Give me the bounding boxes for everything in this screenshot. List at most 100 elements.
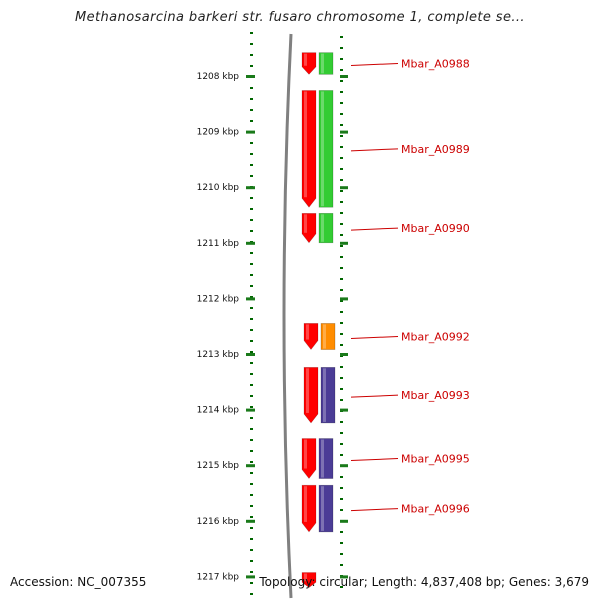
minor-tick [340, 531, 343, 533]
gene-feature-bar[interactable] [318, 213, 334, 244]
gene-arrow[interactable] [301, 213, 317, 244]
minor-tick [250, 197, 253, 199]
minor-tick [250, 362, 253, 364]
minor-tick [250, 208, 253, 210]
gene-feature-bar[interactable] [318, 484, 334, 533]
gene-label[interactable]: Mbar_A0990 [401, 222, 470, 235]
minor-tick [250, 120, 253, 122]
chromosome-backbone [282, 33, 293, 599]
minor-tick [340, 168, 343, 170]
gene-arrow[interactable] [303, 367, 319, 424]
gene-feature-bar-highlight [323, 368, 326, 422]
scale-tick [246, 297, 255, 301]
minor-tick [250, 472, 253, 474]
minor-tick [340, 322, 343, 324]
gene-tracks[interactable] [301, 52, 336, 588]
minor-tick [340, 421, 343, 423]
gene-label-leader [350, 508, 399, 512]
gene-feature-bar-highlight [321, 53, 324, 74]
gene-feature-bar[interactable] [320, 323, 336, 350]
gene-label-leader [350, 394, 399, 398]
gene-label[interactable]: Mbar_A0992 [401, 330, 470, 343]
minor-tick [340, 58, 343, 60]
gene-feature-bar[interactable] [320, 367, 336, 424]
minor-tick [340, 267, 343, 269]
minor-tick [250, 527, 253, 529]
minor-tick [340, 190, 343, 192]
minor-tick [340, 102, 343, 104]
gene-arrow[interactable] [301, 52, 317, 75]
minor-tick [340, 377, 343, 379]
scale-tick-label: 1209 kbp [197, 128, 240, 138]
minor-tick [250, 54, 253, 56]
minor-tick [250, 43, 253, 45]
scale-tick [246, 130, 255, 134]
minor-ticks-left [250, 32, 253, 595]
scale-tick-right [340, 464, 348, 468]
minor-tick [250, 252, 253, 254]
minor-tick [250, 164, 253, 166]
minor-tick [340, 542, 343, 544]
minor-tick [250, 109, 253, 111]
minor-tick [340, 179, 343, 181]
chromosome-title: Methanosarcina barkeri str. fusaro chrom… [75, 10, 525, 25]
minor-tick [340, 91, 343, 93]
minor-tick [250, 571, 253, 573]
gene-label[interactable]: Mbar_A0993 [401, 389, 470, 402]
gene-arrow[interactable] [301, 572, 317, 588]
gene-arrow[interactable] [301, 438, 317, 480]
gene-feature-bar[interactable] [318, 90, 334, 208]
minor-tick [250, 406, 253, 408]
scale-tick [246, 464, 255, 468]
minor-tick [250, 263, 253, 265]
gene-label[interactable]: Mbar_A0996 [401, 503, 470, 516]
gene-arrow-highlight [304, 486, 307, 522]
scale-tick-right [340, 297, 348, 301]
minor-tick [340, 388, 343, 390]
minor-tick [250, 318, 253, 320]
minor-tick [250, 340, 253, 342]
gene-label[interactable]: Mbar_A0989 [401, 143, 470, 156]
scale-tick-right [340, 519, 348, 523]
minor-tick [250, 307, 253, 309]
topology-label: Topology: circular; Length: 4,837,408 bp… [259, 575, 589, 589]
minor-tick [340, 47, 343, 49]
minor-tick [250, 395, 253, 397]
scale-tick-right [340, 75, 348, 78]
scale-tick-label: 1208 kbp [197, 72, 240, 82]
gene-arrow-highlight [304, 214, 307, 233]
gene-arrow[interactable] [303, 323, 319, 351]
gene-arrow[interactable] [301, 484, 317, 533]
gene-label[interactable]: Mbar_A0988 [401, 57, 470, 70]
minor-tick [340, 113, 343, 115]
minor-tick [340, 311, 343, 313]
minor-tick [340, 399, 343, 401]
scale-tick [246, 241, 255, 245]
scale-tick-label: 1210 kbp [197, 183, 240, 193]
gene-label[interactable]: Mbar_A0995 [401, 453, 470, 466]
scale-tick [246, 408, 255, 412]
minor-ticks-right [340, 36, 343, 588]
minor-tick [340, 234, 343, 236]
minor-tick [250, 32, 253, 34]
scale-tick-right [340, 130, 348, 134]
minor-tick [250, 505, 253, 507]
minor-tick [250, 483, 253, 485]
minor-tick [340, 454, 343, 456]
gene-feature-bar[interactable] [318, 438, 334, 479]
minor-tick [250, 230, 253, 232]
gene-labels[interactable]: Mbar_A0988 Mbar_A0989 Mbar_A0990 Mbar_A0992… [350, 57, 470, 516]
minor-tick [340, 146, 343, 148]
gene-feature-bar[interactable] [318, 52, 334, 75]
gene-arrow[interactable] [301, 90, 317, 208]
scale-tick-label: 1215 kbp [197, 461, 240, 471]
minor-tick [250, 65, 253, 67]
scale-tick-right [340, 408, 348, 412]
minor-tick [340, 586, 343, 588]
scale-tick [246, 519, 255, 523]
minor-tick [250, 384, 253, 386]
minor-tick [340, 124, 343, 126]
minor-tick [250, 450, 253, 452]
scale-tick-label: 1217 kbp [197, 572, 240, 582]
